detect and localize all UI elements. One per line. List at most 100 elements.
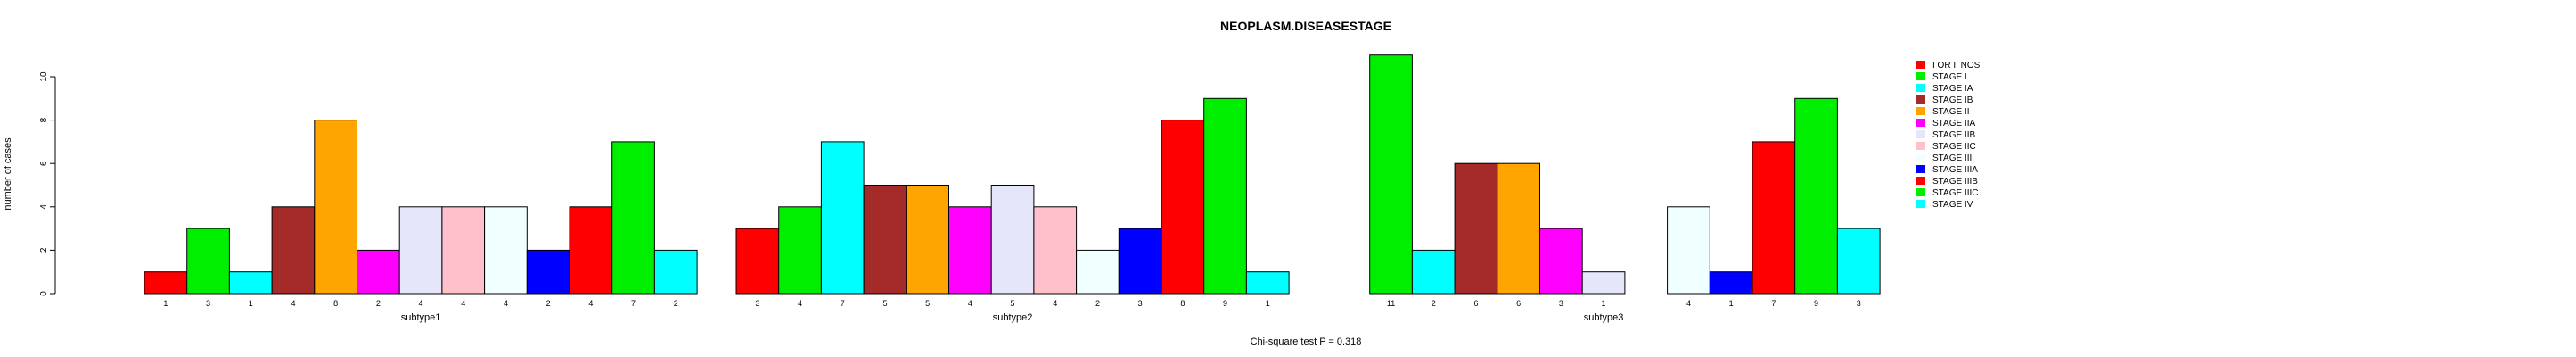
bar bbox=[820, 141, 865, 295]
legend-swatch bbox=[1916, 95, 1925, 104]
y-axis: 0 2 4 6 8 10 bbox=[39, 71, 56, 296]
bar-count-label: 2 bbox=[1432, 299, 1436, 308]
bar bbox=[526, 249, 570, 295]
legend-swatch bbox=[1916, 107, 1925, 115]
bar bbox=[1369, 54, 1413, 295]
bar-count-label: 6 bbox=[1516, 299, 1521, 308]
bar bbox=[1667, 206, 1710, 295]
chi-square-footnote: Chi-square test P = 0.318 bbox=[1251, 336, 1362, 347]
bar bbox=[653, 249, 698, 295]
legend-label: STAGE IB bbox=[1932, 95, 1973, 105]
bar-count-label: 1 bbox=[163, 299, 168, 308]
bar-count-label: 5 bbox=[925, 299, 930, 308]
bar bbox=[484, 206, 528, 295]
chart-title: NEOPLASM.DISEASESTAGE bbox=[1220, 19, 1391, 33]
legend-label: STAGE IIIB bbox=[1932, 177, 1978, 187]
bar bbox=[735, 228, 780, 295]
legend-swatch bbox=[1916, 84, 1925, 92]
legend-swatch bbox=[1916, 142, 1925, 150]
bar bbox=[1245, 271, 1290, 295]
y-tick-label: 10 bbox=[39, 71, 49, 82]
legend-swatch bbox=[1916, 165, 1925, 173]
legend-swatch bbox=[1916, 130, 1925, 138]
bar-count-label: 3 bbox=[1559, 299, 1563, 308]
y-tick-label: 8 bbox=[39, 117, 49, 122]
bar-count-label: 9 bbox=[1223, 299, 1227, 308]
bar bbox=[1794, 97, 1838, 295]
legend-label: STAGE IA bbox=[1932, 84, 1973, 94]
bar-count-label: 11 bbox=[1387, 299, 1395, 308]
bar-count-label: 2 bbox=[1095, 299, 1100, 308]
bar-count-label: 3 bbox=[206, 299, 210, 308]
bar-count-label: 4 bbox=[588, 299, 593, 308]
bar bbox=[778, 206, 822, 295]
bar-count-label: 1 bbox=[1729, 299, 1734, 308]
bar bbox=[1411, 249, 1456, 295]
bar bbox=[228, 271, 273, 295]
bar-group-subtype2: 3 4 7 5 5 4 5 4 2 3 8 9 1 subtype2 bbox=[735, 97, 1290, 323]
legend-label: STAGE IIB bbox=[1932, 130, 1975, 140]
legend-swatch bbox=[1916, 72, 1925, 80]
legend-label: I OR II NOS bbox=[1932, 61, 1981, 71]
bar bbox=[441, 206, 486, 295]
bar-count-label: 2 bbox=[376, 299, 381, 308]
bar-count-label: 4 bbox=[291, 299, 295, 308]
bar-count-label: 1 bbox=[1602, 299, 1606, 308]
bar-count-label: 4 bbox=[419, 299, 423, 308]
y-tick-label: 2 bbox=[39, 247, 49, 253]
bar-count-label: 4 bbox=[461, 299, 465, 308]
bar-group-subtype3: 11 2 6 6 3 1 4 1 7 9 3 subtype3 bbox=[1369, 54, 1881, 323]
bar-count-label: 4 bbox=[798, 299, 802, 308]
bar bbox=[906, 185, 949, 295]
legend-label: STAGE IIIC bbox=[1932, 188, 1979, 198]
bar bbox=[144, 271, 188, 295]
bar-count-label: 5 bbox=[1011, 299, 1015, 308]
bar-count-label: 4 bbox=[1686, 299, 1691, 308]
legend-label: STAGE III bbox=[1932, 154, 1972, 163]
bar bbox=[1033, 206, 1078, 295]
bar-count-label: 3 bbox=[755, 299, 759, 308]
y-tick-label: 0 bbox=[39, 291, 49, 296]
group-label-subtype1: subtype1 bbox=[401, 312, 441, 323]
legend-swatch bbox=[1916, 188, 1925, 196]
bar-count-label: 2 bbox=[546, 299, 551, 308]
bar-count-label: 8 bbox=[1180, 299, 1185, 308]
group-label-subtype2: subtype2 bbox=[993, 312, 1033, 323]
bar bbox=[1497, 162, 1541, 295]
bar-count-label: 5 bbox=[882, 299, 887, 308]
y-tick-label: 6 bbox=[39, 161, 49, 166]
bar bbox=[948, 206, 992, 295]
y-axis-label: number of cases bbox=[3, 137, 13, 211]
bar-count-label: 9 bbox=[1814, 299, 1818, 308]
bar bbox=[1539, 228, 1583, 295]
bar-count-label: 1 bbox=[1266, 299, 1270, 308]
bar-count-label: 8 bbox=[333, 299, 338, 308]
bar bbox=[271, 206, 316, 295]
bar bbox=[314, 120, 357, 295]
bar bbox=[1836, 228, 1881, 295]
legend-swatch bbox=[1916, 61, 1925, 69]
legend-swatch bbox=[1916, 154, 1925, 162]
bar-count-label: 3 bbox=[1138, 299, 1143, 308]
bar bbox=[863, 185, 907, 295]
bar bbox=[611, 141, 655, 295]
bar-count-label: 7 bbox=[1771, 299, 1776, 308]
legend-label: STAGE I bbox=[1932, 72, 1967, 82]
legend-label: STAGE IV bbox=[1932, 200, 1973, 210]
bar bbox=[1709, 271, 1753, 295]
bar-count-label: 3 bbox=[1857, 299, 1861, 308]
legend-label: STAGE IIC bbox=[1932, 142, 1976, 152]
group-label-subtype3: subtype3 bbox=[1584, 312, 1624, 323]
legend-swatch bbox=[1916, 119, 1925, 127]
legend-swatch bbox=[1916, 200, 1925, 208]
bar-count-label: 4 bbox=[1053, 299, 1057, 308]
bar bbox=[1076, 249, 1120, 295]
bar-count-label: 1 bbox=[249, 299, 253, 308]
bar-count-label: 2 bbox=[674, 299, 678, 308]
bar bbox=[1203, 97, 1247, 295]
bar bbox=[1752, 141, 1796, 295]
y-tick-label: 4 bbox=[39, 204, 49, 210]
